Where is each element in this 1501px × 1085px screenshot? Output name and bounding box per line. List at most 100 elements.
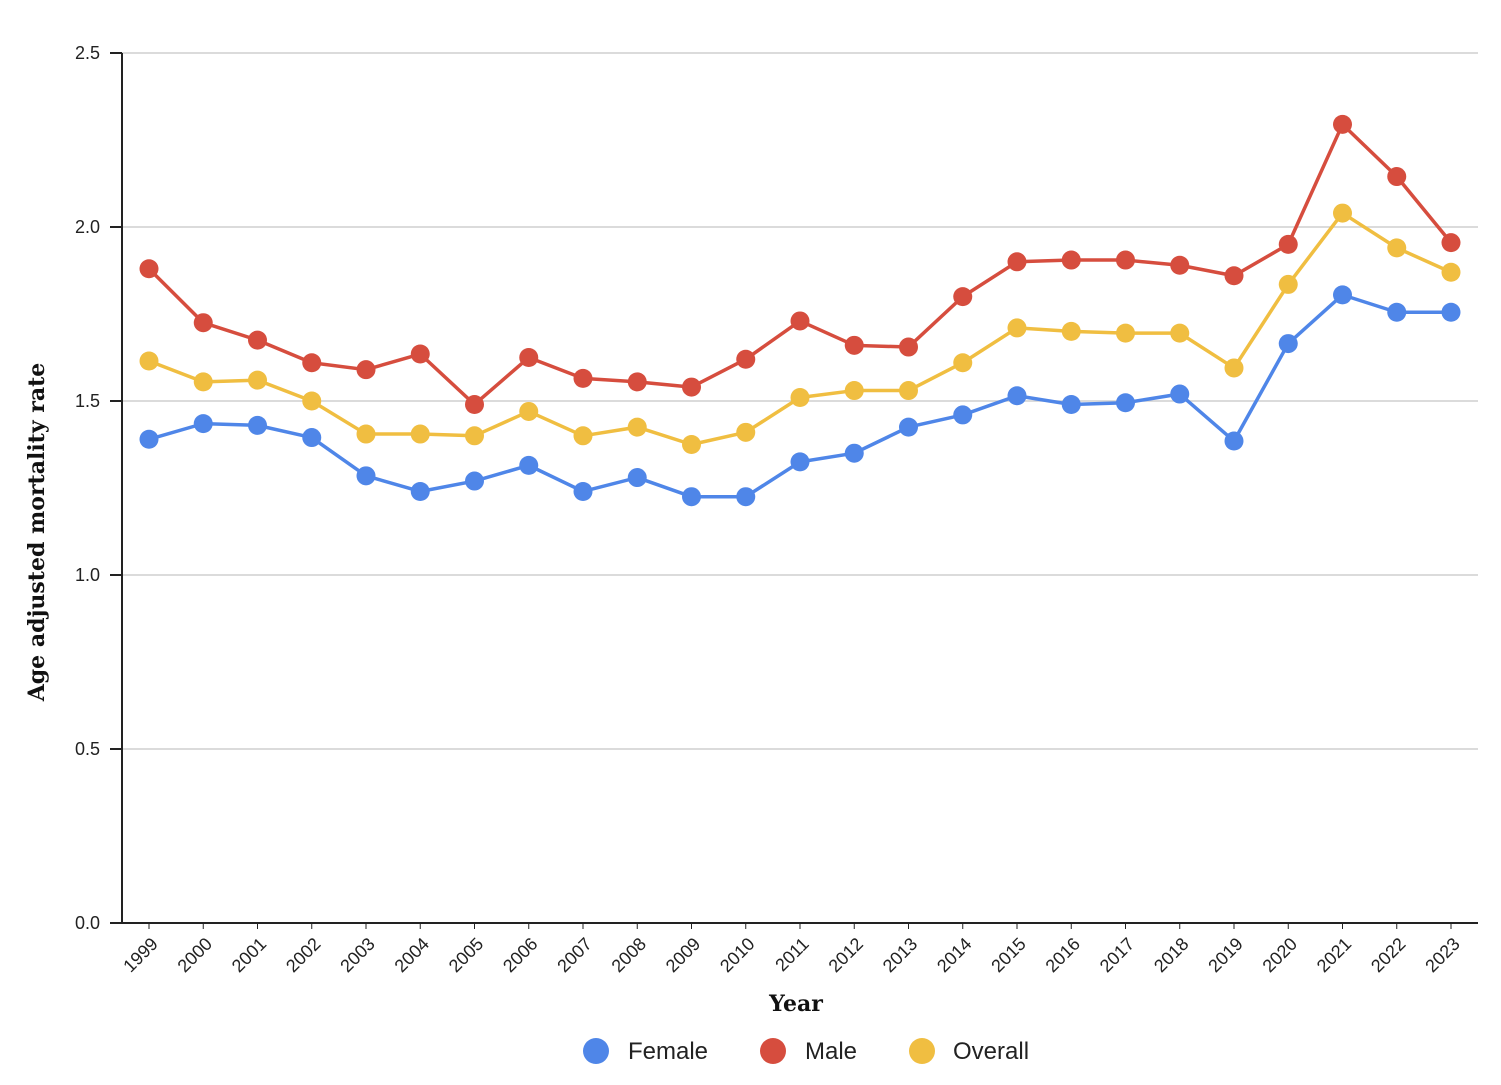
data-point — [1278, 234, 1298, 254]
legend-label: Overall — [953, 1038, 1029, 1065]
data-point — [302, 353, 322, 373]
legend-label: Female — [628, 1038, 708, 1065]
data-point — [682, 487, 701, 507]
data-point — [1333, 285, 1352, 305]
x-tick-label: 2003 — [336, 934, 378, 976]
y-tick-label: 1.5 — [75, 391, 100, 411]
y-tick-label: 0.0 — [75, 913, 100, 933]
data-point — [248, 415, 267, 435]
data-point — [193, 414, 213, 434]
data-point — [790, 452, 810, 472]
legend-marker — [583, 1038, 609, 1064]
legend: Female Male Overall — [583, 1038, 1029, 1065]
data-point — [410, 424, 430, 444]
data-point — [627, 372, 647, 392]
data-point — [139, 429, 159, 449]
data-point — [573, 481, 593, 501]
x-tick-label: 1999 — [119, 934, 161, 976]
x-tick-label: 2016 — [1042, 934, 1084, 976]
data-point — [519, 401, 539, 421]
data-point — [899, 337, 918, 357]
x-tick-label: 2012 — [825, 934, 867, 976]
data-point — [1224, 431, 1244, 451]
data-point — [1116, 393, 1135, 413]
data-point — [248, 370, 267, 390]
data-point — [248, 330, 267, 350]
x-tick-label: 2018 — [1150, 934, 1192, 976]
data-point — [1116, 323, 1135, 343]
data-point — [302, 391, 322, 411]
data-point — [1170, 255, 1190, 275]
data-point — [682, 435, 701, 454]
data-point — [465, 426, 484, 446]
x-tick-label: 2014 — [933, 934, 975, 976]
data-point — [519, 455, 539, 475]
data-point — [899, 381, 918, 401]
x-tick-label: 2006 — [499, 934, 541, 976]
data-point — [356, 466, 376, 486]
data-point — [573, 368, 593, 388]
data-point — [953, 287, 973, 307]
y-tick-label: 2.0 — [75, 217, 100, 237]
data-point — [1061, 250, 1081, 270]
series-line — [147, 122, 1453, 407]
data-point — [736, 422, 756, 442]
data-point — [356, 424, 376, 444]
data-point — [465, 471, 484, 491]
data-point — [1441, 302, 1461, 322]
x-tick-label: 2019 — [1204, 934, 1246, 976]
data-point — [953, 405, 973, 425]
series-lines — [139, 114, 1461, 507]
series-male — [139, 114, 1461, 414]
x-tick-label: 2021 — [1313, 934, 1355, 976]
data-point — [844, 443, 864, 463]
data-point — [193, 372, 213, 392]
y-tick-label: 0.5 — [75, 739, 100, 759]
data-point — [1441, 262, 1461, 282]
data-point — [1387, 238, 1407, 258]
axes — [121, 53, 1478, 924]
data-point — [790, 311, 810, 331]
data-point — [627, 468, 647, 488]
data-point — [1441, 233, 1461, 253]
legend-marker — [760, 1038, 786, 1064]
data-point — [844, 381, 864, 401]
data-point — [844, 335, 864, 355]
data-point — [1061, 394, 1081, 414]
data-point — [302, 428, 322, 448]
data-point — [1007, 386, 1027, 406]
series-female — [139, 285, 1461, 507]
x-tick-label: 2023 — [1421, 934, 1463, 976]
x-tick-label: 2013 — [879, 934, 921, 976]
data-point — [682, 377, 701, 397]
data-point — [1387, 302, 1407, 322]
x-tick-labels: 1999 2000 2001 2002 2003 2004 2005 2006 2007 2008… — [119, 923, 1464, 976]
data-point — [1007, 252, 1027, 272]
data-point — [627, 417, 647, 437]
x-tick-label: 2007 — [553, 934, 595, 976]
x-tick-label: 2001 — [228, 934, 270, 976]
data-point — [1224, 266, 1244, 286]
series-overall — [139, 203, 1461, 454]
x-tick-label: 2015 — [987, 934, 1029, 976]
legend-item-female: Female — [583, 1038, 708, 1065]
x-tick-label: 2002 — [282, 934, 324, 976]
y-axis-title: Age adjusted mortality rate — [24, 363, 50, 703]
data-point — [1007, 318, 1027, 338]
data-point — [410, 344, 430, 364]
data-point — [465, 394, 484, 414]
data-point — [736, 487, 756, 507]
x-tick-label: 2009 — [662, 934, 704, 976]
x-tick-label: 2010 — [716, 934, 758, 976]
data-point — [1116, 250, 1135, 270]
data-point — [573, 426, 593, 446]
data-point — [519, 348, 539, 367]
x-tick-label: 2022 — [1367, 934, 1409, 976]
data-point — [1333, 114, 1352, 134]
legend-marker — [909, 1038, 935, 1064]
legend-item-overall: Overall — [909, 1038, 1029, 1065]
data-point — [139, 351, 159, 371]
x-axis-title: Year — [768, 991, 823, 1017]
